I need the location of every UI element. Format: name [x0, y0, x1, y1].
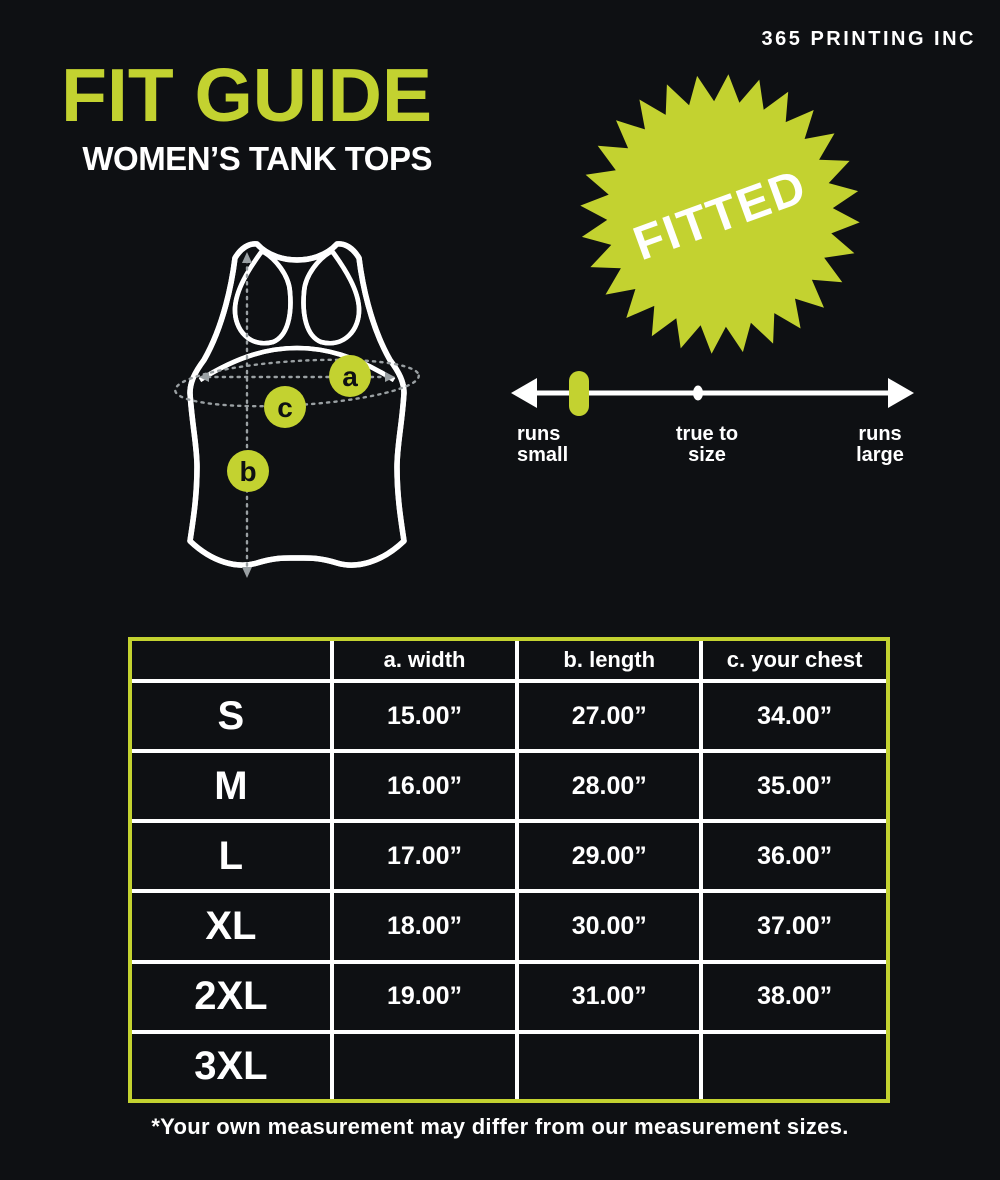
svg-text:b: b [239, 456, 256, 487]
size-label: M [132, 749, 334, 824]
size-label: L [132, 819, 334, 894]
table-row: M 16.00” 28.00” 35.00” [132, 749, 886, 824]
length-value [515, 1029, 704, 1099]
length-value: 30.00” [515, 889, 704, 964]
arrow-down-icon [242, 567, 252, 578]
starburst-icon [580, 74, 860, 354]
chest-value: 37.00” [699, 889, 886, 964]
page-subtitle: WOMEN’S TANK TOPS [82, 140, 432, 177]
chest-value: 34.00” [699, 679, 886, 754]
arrow-right-icon [385, 372, 395, 382]
scale-arrow-left-icon [511, 378, 537, 408]
size-label: 3XL [132, 1029, 334, 1099]
table-header-row: a. width b. length c. your chest [132, 641, 886, 684]
tank-top-diagram: a c b [174, 230, 420, 578]
length-value: 27.00” [515, 679, 704, 754]
corner-cell [132, 641, 334, 684]
table-row: XL 18.00” 30.00” 37.00” [132, 889, 886, 964]
footnote: *Your own measurement may differ from ou… [151, 1114, 849, 1139]
col-header-chest: c. your chest [699, 641, 886, 684]
fit-marker [569, 371, 589, 416]
chest-value: 35.00” [699, 749, 886, 824]
marker-a: a [329, 355, 371, 397]
svg-text:a: a [342, 361, 358, 392]
chest-value: 36.00” [699, 819, 886, 894]
length-value: 31.00” [515, 959, 704, 1034]
scale-label-true-to-size: true to size [675, 423, 739, 466]
brand-name: 365 PRINTING INC [761, 28, 976, 50]
size-table: a. width b. length c. your chest S 15.00… [132, 641, 886, 1099]
chest-value: 38.00” [699, 959, 886, 1034]
table-row: L 17.00” 29.00” 36.00” [132, 819, 886, 894]
width-value: 15.00” [329, 679, 520, 754]
col-header-length: b. length [515, 641, 704, 684]
col-header-width: a. width [329, 641, 520, 684]
marker-b: b [227, 450, 269, 492]
width-value [329, 1029, 520, 1099]
width-value: 19.00” [329, 959, 520, 1034]
scale-arrow-right-icon [888, 378, 914, 408]
arrow-up-icon [242, 252, 252, 263]
true-to-size-dot [693, 385, 703, 401]
scale-label-runs-large: runs large [856, 423, 904, 466]
length-value: 29.00” [515, 819, 704, 894]
size-label: 2XL [132, 959, 334, 1034]
size-table-container: a. width b. length c. your chest S 15.00… [128, 637, 890, 1103]
marker-c: c [264, 386, 306, 428]
scale-label-runs-small: runs small [517, 423, 569, 466]
fitted-badge: FITTED [580, 74, 860, 354]
length-value: 28.00” [515, 749, 704, 824]
width-value: 17.00” [329, 819, 520, 894]
chest-value [699, 1029, 886, 1099]
fit-scale [511, 371, 914, 416]
page-title: FIT GUIDE [61, 53, 432, 137]
size-label: S [132, 679, 334, 754]
table-row: S 15.00” 27.00” 34.00” [132, 679, 886, 754]
table-row: 3XL [132, 1029, 886, 1099]
size-label: XL [132, 889, 334, 964]
width-value: 18.00” [329, 889, 520, 964]
width-value: 16.00” [329, 749, 520, 824]
svg-text:c: c [277, 392, 293, 423]
table-row: 2XL 19.00” 31.00” 38.00” [132, 959, 886, 1034]
